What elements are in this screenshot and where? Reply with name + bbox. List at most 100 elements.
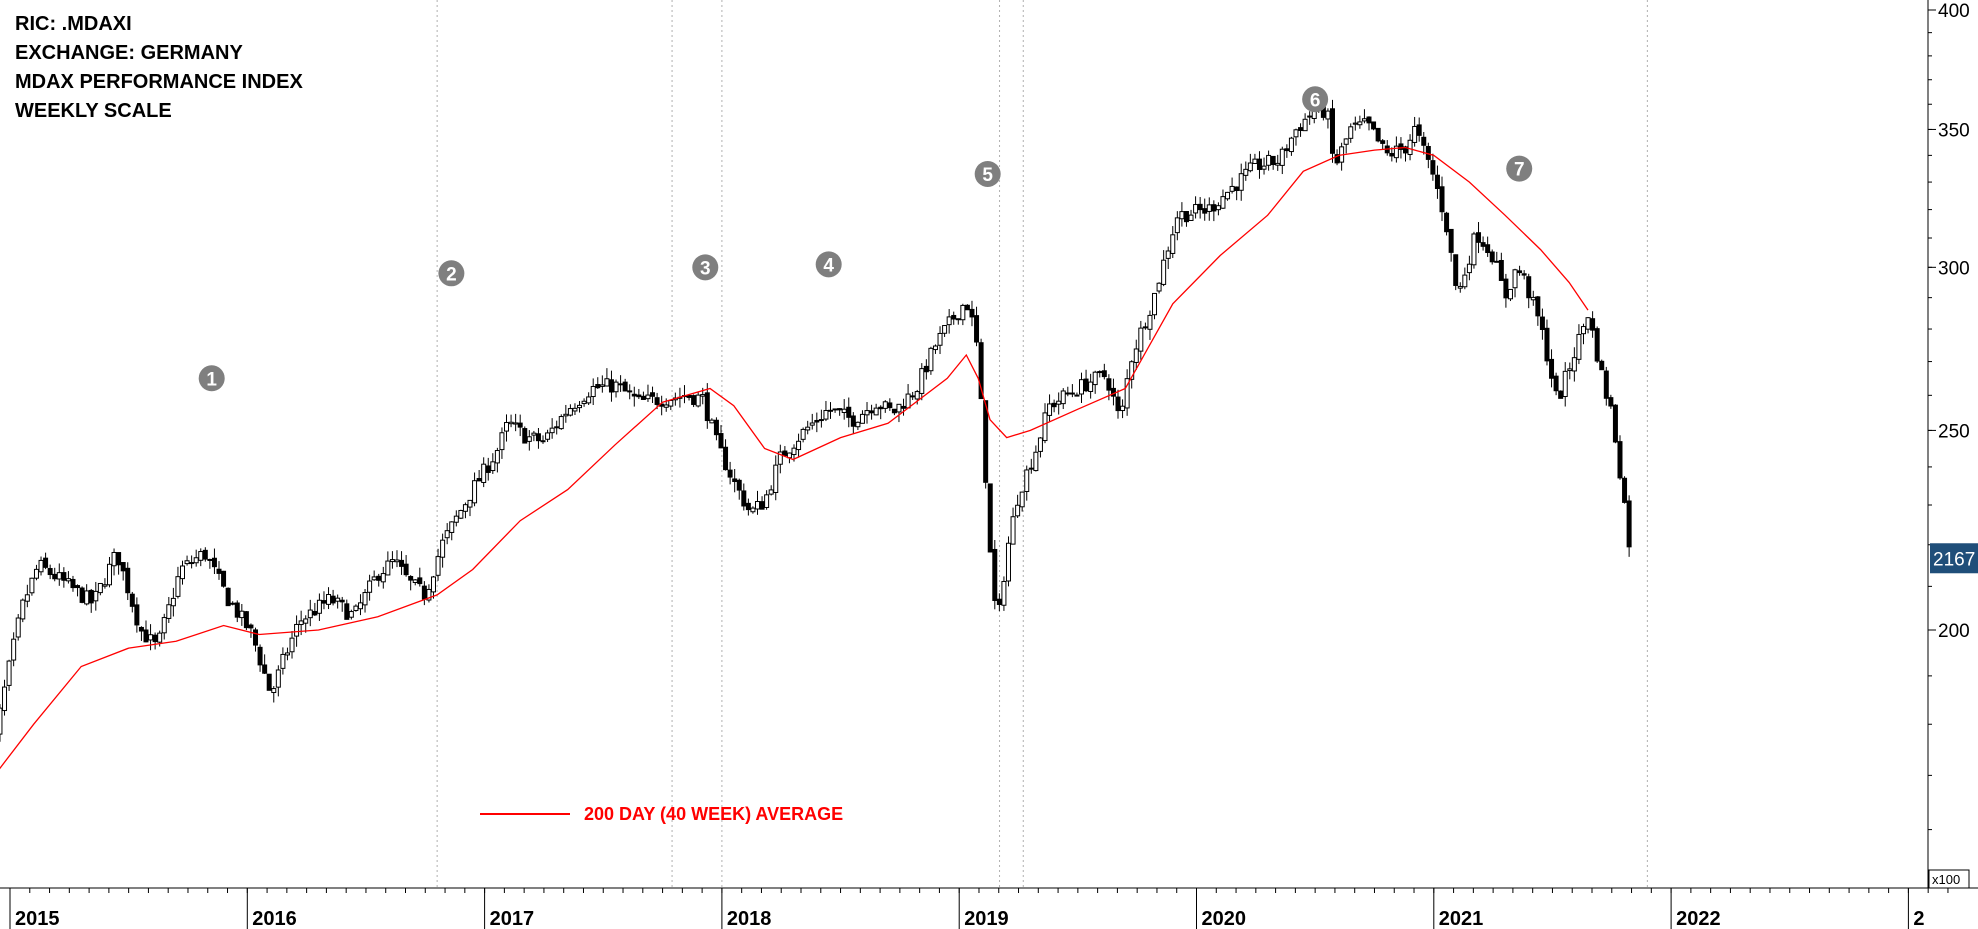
- candle-body: [567, 408, 573, 416]
- y-tick-label: 350: [1938, 120, 1970, 141]
- candle-body: [15, 617, 21, 638]
- candle-body: [207, 558, 213, 561]
- candle-body: [992, 548, 998, 601]
- candle-body: [1603, 370, 1609, 399]
- candle-body: [1617, 441, 1623, 479]
- candle-body: [974, 315, 980, 343]
- candle-body: [1448, 228, 1454, 253]
- candle-body: [1580, 326, 1586, 335]
- candle-body: [472, 480, 478, 504]
- candle-body: [887, 402, 893, 409]
- candle-body: [1498, 259, 1504, 281]
- pattern-marker: [1302, 86, 1329, 113]
- candle-body: [116, 552, 122, 566]
- candle-body: [1325, 110, 1331, 120]
- candle-body: [134, 604, 140, 626]
- candle-body: [1142, 326, 1148, 329]
- candle-body: [1243, 168, 1249, 176]
- moving-average-line: [0, 146, 1589, 770]
- candle-body: [1001, 580, 1007, 606]
- pattern-marker: [692, 254, 719, 281]
- candle-body: [1156, 282, 1162, 292]
- candle-body: [581, 400, 587, 405]
- candle-body: [759, 501, 765, 510]
- candle-body: [1247, 162, 1253, 172]
- pattern-marker: [438, 260, 465, 287]
- candle-body: [161, 617, 167, 634]
- candle-body: [522, 428, 528, 444]
- candle-body: [1535, 296, 1541, 317]
- candle-body: [686, 395, 692, 398]
- candle-body: [919, 368, 925, 394]
- candle-body: [987, 483, 993, 553]
- candle-body: [88, 589, 94, 604]
- candle-body: [1161, 259, 1167, 285]
- candle-body: [262, 664, 268, 674]
- candle-body: [193, 557, 199, 564]
- x-tick-label: 2019: [964, 908, 1009, 929]
- pattern-marker-label: 6: [1310, 90, 1321, 111]
- candle-body: [266, 673, 272, 691]
- candle-body: [896, 403, 902, 413]
- candle-body: [1005, 542, 1011, 582]
- candle-body: [713, 419, 719, 436]
- candle-body: [1206, 204, 1212, 212]
- pattern-marker-label: 7: [1514, 160, 1525, 181]
- candle-body: [1284, 148, 1290, 152]
- y-tick-label: 400: [1938, 1, 1970, 22]
- candle-body: [362, 592, 368, 606]
- candle-body: [1549, 358, 1555, 379]
- candle-body: [148, 634, 154, 641]
- x-tick-label: 2021: [1439, 908, 1484, 929]
- candle-body: [563, 413, 569, 417]
- candle-body: [577, 404, 583, 409]
- candle-body: [275, 669, 281, 688]
- candle-body: [1220, 196, 1226, 209]
- x-tick-label: 2016: [252, 908, 296, 929]
- candle-body: [481, 463, 487, 483]
- candle-body: [385, 560, 391, 576]
- candle-body: [449, 521, 455, 533]
- candle-body: [102, 584, 108, 587]
- legend: 200 DAY (40 WEEK) AVERAGE: [480, 800, 843, 828]
- candle-body: [330, 595, 336, 604]
- candle-body: [691, 395, 697, 405]
- candle-body: [1361, 118, 1367, 122]
- candle-body: [955, 318, 961, 321]
- candle-body: [526, 436, 532, 442]
- candle-body: [389, 559, 395, 563]
- candle-body: [764, 494, 770, 508]
- candle-body: [394, 559, 400, 563]
- candle-body: [284, 652, 290, 656]
- candle-body: [1571, 357, 1577, 372]
- candle-body: [513, 422, 519, 425]
- candle-body: [855, 421, 861, 428]
- candle-body: [800, 428, 806, 440]
- candle-body: [344, 603, 350, 620]
- candle-body: [1393, 145, 1399, 159]
- candle-body: [1352, 122, 1358, 125]
- candle-body: [47, 568, 53, 576]
- candle-body: [38, 559, 44, 573]
- candle-body: [33, 568, 39, 579]
- candle-body: [723, 446, 729, 471]
- candle-body: [1366, 116, 1372, 124]
- candle-body: [166, 604, 172, 619]
- candle-body: [1133, 348, 1139, 363]
- candle-body: [1261, 165, 1267, 170]
- candle-body: [239, 610, 245, 619]
- candle-body: [618, 383, 624, 386]
- candle-body: [937, 332, 943, 346]
- candle-body: [426, 588, 432, 601]
- candle-body: [221, 570, 227, 587]
- candle-body: [882, 401, 888, 409]
- candle-body: [312, 610, 318, 616]
- candle-body: [61, 572, 67, 581]
- candle-body: [1539, 316, 1545, 331]
- candle-body: [590, 385, 596, 398]
- candle-body: [1074, 394, 1080, 397]
- candle-body: [444, 530, 450, 539]
- candle-body: [1065, 392, 1071, 395]
- candle-body: [1092, 371, 1098, 386]
- candle-body: [850, 415, 856, 427]
